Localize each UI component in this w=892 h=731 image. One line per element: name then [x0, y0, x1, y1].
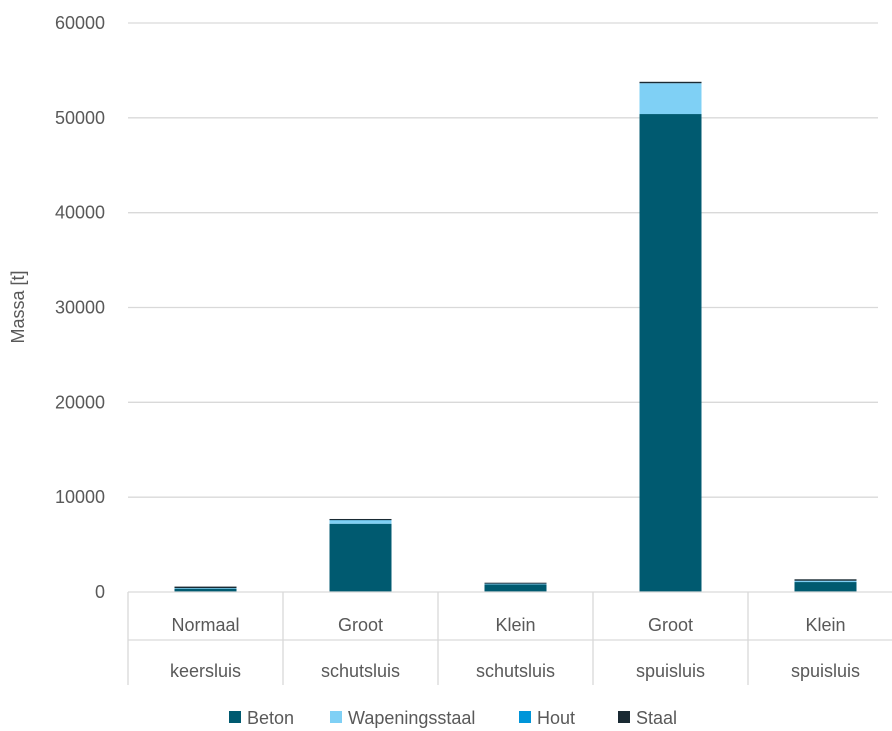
bar-segment-beton	[174, 588, 237, 592]
x-axis: Normaal keersluis Groot schutsluis Klein schu…	[127, 591, 892, 685]
x-tick-label: spuisluis	[636, 661, 705, 681]
y-tick-label: 0	[95, 582, 105, 602]
bar-segment-wapeningsstaal	[639, 83, 702, 115]
bar-segment-staal	[174, 586, 237, 589]
x-tick-label: Groot	[648, 615, 693, 635]
y-tick-label: 60000	[55, 13, 105, 33]
bar-segment-wapeningsstaal	[329, 520, 392, 524]
bar-segment-beton	[329, 523, 392, 592]
bar-segment-beton	[639, 114, 702, 592]
bar-segment-beton	[794, 582, 857, 592]
x-tick-label: Groot	[338, 615, 383, 635]
x-tick-label: schutsluis	[321, 661, 400, 681]
gridlines	[128, 22, 878, 498]
y-tick-label: 30000	[55, 298, 105, 318]
bar-segment-staal	[794, 579, 857, 581]
legend-swatch	[330, 711, 342, 723]
x-tick-label: schutsluis	[476, 661, 555, 681]
x-tick-label: Klein	[495, 615, 535, 635]
legend-label: Staal	[636, 708, 677, 728]
bar-segment-staal	[484, 582, 547, 584]
y-tick-label: 10000	[55, 487, 105, 507]
y-axis-tick-labels: 0 10000 20000 30000 40000 50000 60000	[55, 13, 105, 602]
legend: Beton Wapeningsstaal Hout Staal	[229, 708, 677, 728]
x-tick-label: Normaal	[171, 615, 239, 635]
legend-label: Beton	[247, 708, 294, 728]
y-axis-label: Massa [t]	[8, 270, 28, 343]
bar-segment-wapeningsstaal	[794, 580, 857, 583]
x-tick-label: keersluis	[170, 661, 241, 681]
legend-label: Wapeningsstaal	[348, 708, 475, 728]
bar-segment-wapeningsstaal	[484, 583, 547, 585]
legend-swatch	[618, 711, 630, 723]
bar-segment-staal	[329, 518, 392, 521]
bar-segment-staal	[639, 81, 702, 84]
legend-swatch	[229, 711, 241, 723]
x-tick-label: spuisluis	[791, 661, 860, 681]
y-tick-label: 40000	[55, 203, 105, 223]
x-tick-label: Klein	[805, 615, 845, 635]
bar-segment-beton	[484, 584, 547, 592]
y-tick-label: 50000	[55, 108, 105, 128]
bars	[174, 81, 857, 592]
y-tick-label: 20000	[55, 392, 105, 412]
legend-label: Hout	[537, 708, 575, 728]
legend-swatch	[519, 711, 531, 723]
